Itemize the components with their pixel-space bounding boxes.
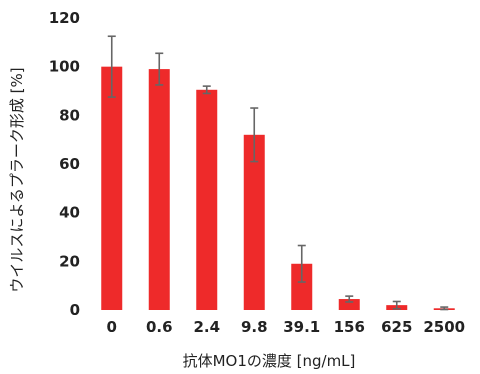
y-axis: 0 20 40 60 80 100 120	[49, 9, 80, 319]
bar	[338, 299, 360, 310]
x-tick-label: 2500	[423, 318, 465, 336]
bar-series	[101, 66, 455, 311]
error-bars	[107, 35, 449, 311]
x-tick-label: 0	[107, 318, 117, 336]
x-tick-label: 0.6	[146, 318, 173, 336]
y-tick-label: 0	[70, 301, 80, 319]
y-tick-label: 20	[59, 252, 80, 270]
error-bar	[440, 306, 449, 311]
error-bar	[392, 300, 401, 310]
bar	[148, 69, 170, 310]
bar	[196, 89, 218, 311]
y-tick-label: 40	[59, 204, 80, 222]
error-bar	[202, 85, 211, 95]
x-tick-label: 9.8	[241, 318, 268, 336]
bar	[291, 263, 313, 310]
error-bar	[250, 107, 259, 163]
x-axis: 0 0.6 2.4 9.8 39.1 156 625 2500	[107, 318, 466, 336]
x-tick-label: 2.4	[193, 318, 220, 336]
error-bar	[345, 295, 354, 303]
error-bar	[297, 244, 306, 283]
y-tick-label: 60	[59, 155, 80, 173]
x-tick-label: 156	[334, 318, 365, 336]
y-tick-label: 100	[49, 58, 80, 76]
error-bar	[107, 35, 116, 98]
bar	[101, 66, 123, 311]
error-bar	[155, 52, 164, 86]
y-axis-title: ウイルスによるプラーク形成 [%]	[8, 67, 26, 292]
x-axis-title: 抗体MO1の濃度 [ng/mL]	[183, 352, 356, 370]
y-tick-label: 80	[59, 106, 80, 124]
x-tick-label: 39.1	[283, 318, 320, 336]
x-tick-label: 625	[381, 318, 412, 336]
bar	[243, 134, 265, 310]
y-tick-label: 120	[49, 9, 80, 27]
